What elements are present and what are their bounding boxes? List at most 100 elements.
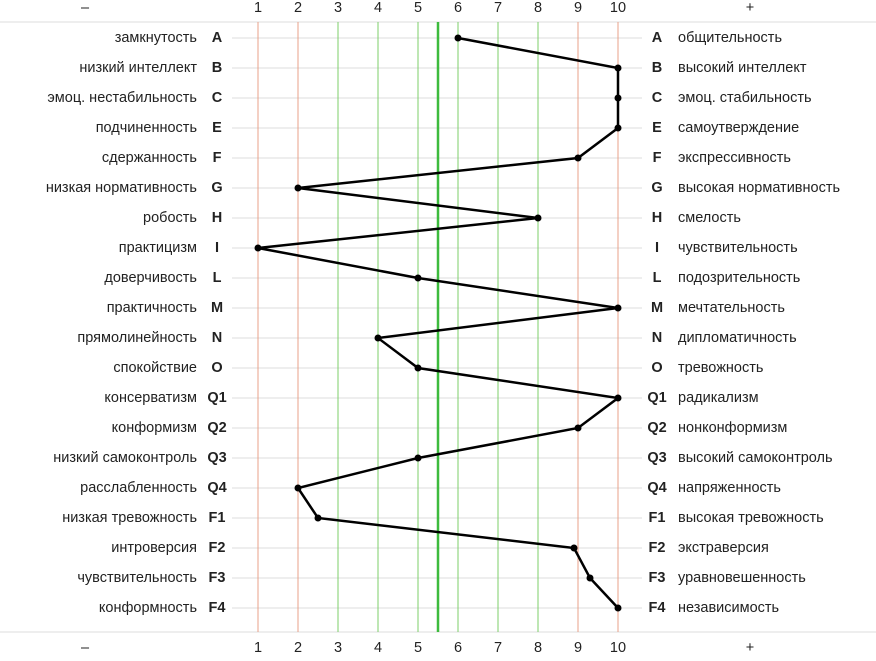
factor-label: N (652, 330, 662, 346)
factor-label: F (213, 150, 222, 166)
point (574, 154, 582, 162)
factor-label: L (653, 270, 662, 286)
x-tick-label: 5 (414, 640, 422, 656)
left-label: расслабленность (80, 480, 197, 496)
x-tick-label: 3 (334, 0, 342, 16)
x-tick-label: 4 (374, 0, 382, 16)
point (586, 574, 594, 582)
right-label: уравновешенность (678, 570, 806, 586)
left-label: низкий самоконтроль (53, 450, 197, 466)
left-label: конформизм (112, 420, 197, 436)
x-tick-label: 2 (294, 640, 302, 656)
point (374, 334, 382, 342)
right-label: экспрессивность (678, 150, 791, 166)
right-label: напряженность (678, 480, 781, 496)
right-label: тревожность (678, 360, 763, 376)
factor-label: F2 (649, 540, 666, 556)
point (314, 514, 322, 522)
x-tick-label: 6 (454, 640, 462, 656)
factor-label: F1 (209, 510, 226, 526)
left-label: доверчивость (104, 270, 197, 286)
factor-label: C (212, 90, 223, 106)
left-label: интроверсия (111, 540, 197, 556)
factor-label: B (212, 60, 222, 76)
point (574, 424, 582, 432)
point (570, 544, 578, 552)
left-label: низкая тревожность (62, 510, 197, 526)
right-label: подозрительность (678, 270, 800, 286)
right-label: высокий интеллект (678, 60, 807, 76)
point (614, 304, 622, 312)
right-label: чувствительность (678, 240, 798, 256)
factor-label: G (651, 180, 662, 196)
point (614, 124, 622, 132)
factor-label: C (652, 90, 663, 106)
right-label: радикализм (678, 390, 759, 406)
x-tick-label: 5 (414, 0, 422, 16)
minus-label: – (81, 640, 90, 656)
factor-label: B (652, 60, 662, 76)
right-label: высокая нормативность (678, 180, 840, 196)
x-tick-label: 6 (454, 0, 462, 16)
factor-label: Q3 (647, 450, 666, 466)
factor-label: E (652, 120, 662, 136)
left-label: прямолинейность (77, 330, 197, 346)
factor-label: Q1 (647, 390, 666, 406)
left-label: консерватизм (104, 390, 197, 406)
factor-label: L (213, 270, 222, 286)
left-label: эмоц. нестабильность (47, 90, 197, 106)
factor-label: Q3 (207, 450, 226, 466)
profile-line (257, 36, 622, 609)
factor-label: F3 (649, 570, 666, 586)
x-tick-label: 1 (254, 0, 262, 16)
factor-label: O (651, 360, 662, 376)
x-tick-label: 3 (334, 640, 342, 656)
left-label: низкий интеллект (79, 60, 197, 76)
factor-label: A (212, 30, 223, 46)
x-tick-label: 4 (374, 640, 382, 656)
factor-label: O (211, 360, 222, 376)
factor-label: H (652, 210, 662, 226)
factor-label: A (652, 30, 663, 46)
point (614, 64, 622, 72)
point (414, 454, 422, 462)
factor-label: Q2 (207, 420, 226, 436)
point (534, 214, 542, 222)
x-tick-label: 7 (494, 640, 502, 656)
factor-label: Q1 (207, 390, 226, 406)
x-tick-label: 10 (610, 0, 626, 16)
factor-label: M (211, 300, 223, 316)
point (614, 394, 622, 402)
right-label: мечтательность (678, 300, 785, 316)
point (294, 184, 302, 192)
right-label: дипломатичность (678, 330, 797, 346)
factor-label: H (212, 210, 222, 226)
plus-label: + (746, 0, 754, 16)
x-tick-label: 2 (294, 0, 302, 16)
factor-label: Q4 (647, 480, 666, 496)
factor-label: I (655, 240, 659, 256)
factor-label: I (215, 240, 219, 256)
left-label: практицизм (119, 240, 197, 256)
right-label: смелость (678, 210, 741, 226)
factor-label: N (212, 330, 222, 346)
left-label: сдержанность (102, 150, 197, 166)
factor-label: F3 (209, 570, 226, 586)
left-label: замкнутость (115, 30, 197, 46)
point (414, 274, 422, 282)
left-label: робость (143, 210, 197, 226)
point (614, 94, 622, 102)
x-tick-label: 9 (574, 640, 582, 656)
right-label: самоутверждение (678, 120, 799, 136)
left-label: практичность (107, 300, 197, 316)
factor-label: F (653, 150, 662, 166)
point (614, 604, 622, 612)
factor-label: M (651, 300, 663, 316)
left-label: подчиненность (96, 120, 197, 136)
factor-label: F4 (209, 600, 226, 616)
point (294, 484, 302, 492)
right-label: высокая тревожность (678, 510, 824, 526)
left-label: конформность (99, 600, 197, 616)
factor-label: G (211, 180, 222, 196)
left-label: чувствительность (77, 570, 197, 586)
